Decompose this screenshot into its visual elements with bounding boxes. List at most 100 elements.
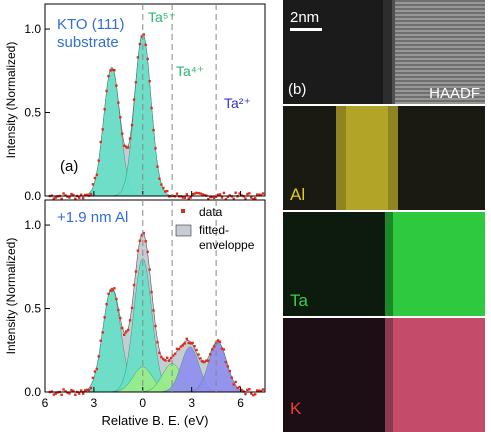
- map-ta: Ta: [283, 212, 485, 316]
- peak-marker-label: Ta⁵⁺: [148, 9, 176, 25]
- data-point: [70, 192, 73, 196]
- y-tick-label: 1.0: [24, 22, 41, 36]
- annotation-substrate: KTO (111): [57, 16, 125, 33]
- data-point: [64, 390, 67, 393]
- data-point: [203, 360, 206, 364]
- data-point: [119, 116, 122, 119]
- x-tick-label: 6: [42, 396, 49, 410]
- data-point: [250, 392, 253, 395]
- data-point: [166, 356, 169, 360]
- data-point: [152, 128, 155, 132]
- data-point: [138, 239, 142, 242]
- data-point: [257, 193, 261, 196]
- legend-label-envelope: fitted-: [199, 223, 229, 237]
- data-point: [195, 191, 198, 195]
- data-point: [121, 132, 124, 135]
- data-point: [166, 189, 169, 193]
- data-point: [60, 393, 63, 397]
- data-point: [93, 176, 97, 180]
- data-point: [175, 347, 179, 351]
- data-point: [113, 69, 116, 72]
- data-point: [183, 342, 187, 345]
- data-point: [199, 357, 202, 360]
- data-point: [164, 359, 167, 362]
- data-point: [187, 341, 190, 345]
- data-point: [216, 339, 220, 342]
- data-point: [136, 56, 140, 59]
- data-point: [218, 193, 222, 196]
- data-point: [130, 306, 134, 310]
- y-axis-label: Intensity (Normalized): [4, 42, 18, 159]
- data-point: [224, 198, 228, 201]
- y-axis-label: Intensity (Normalized): [4, 238, 18, 355]
- data-point: [72, 389, 75, 393]
- data-point: [119, 316, 122, 320]
- peak-marker-label: Ta⁴⁺: [176, 63, 204, 79]
- data-point: [193, 192, 196, 195]
- legend-marker-data: [181, 209, 185, 213]
- data-point: [220, 347, 224, 350]
- data-point: [54, 196, 57, 199]
- data-point: [232, 197, 235, 200]
- data-point: [234, 191, 237, 194]
- data-point: [179, 345, 183, 348]
- data-point: [64, 194, 67, 197]
- data-point: [115, 84, 118, 87]
- data-point: [226, 195, 230, 199]
- data-point: [185, 193, 188, 196]
- data-point: [191, 341, 194, 345]
- data-point: [228, 194, 231, 197]
- data-point: [107, 292, 110, 296]
- y-tick-label: 0.5: [24, 302, 41, 316]
- data-point: [197, 353, 200, 356]
- data-point: [259, 193, 263, 197]
- data-point: [171, 354, 175, 357]
- data-point: [70, 388, 73, 392]
- data-point: [259, 389, 263, 393]
- data-point: [252, 393, 255, 397]
- data-point: [138, 42, 142, 46]
- data-point: [79, 389, 83, 392]
- data-point: [111, 289, 114, 292]
- data-point: [103, 108, 106, 111]
- data-point: [115, 297, 118, 301]
- data-point: [254, 393, 257, 396]
- map-panel-label: (b): [288, 81, 306, 98]
- map-label-k: K: [290, 399, 302, 418]
- data-point: [250, 196, 253, 199]
- data-point: [97, 355, 100, 358]
- data-point: [78, 392, 81, 395]
- data-point: [158, 177, 161, 181]
- data-point: [123, 333, 126, 336]
- y-tick-label: 0.0: [24, 385, 41, 399]
- data-point: [78, 196, 81, 199]
- data-point: [158, 351, 161, 355]
- legend-label-envelope: enveloppe: [199, 238, 255, 252]
- data-point: [74, 197, 77, 201]
- data-point: [254, 197, 257, 200]
- data-point: [142, 231, 145, 235]
- data-point: [93, 370, 97, 373]
- data-point: [169, 356, 173, 360]
- data-point: [209, 353, 212, 356]
- data-point: [126, 328, 130, 332]
- data-point: [216, 193, 220, 196]
- data-point: [66, 195, 69, 198]
- xps-plot-al-coated: 0.0 0.5 1.0 6 3 0 3 6 Intensity (Normalized) +1.9…: [4, 199, 266, 428]
- data-point: [246, 192, 249, 196]
- map-k: K: [283, 318, 485, 432]
- data-point: [142, 33, 145, 36]
- y-tick-label: 0.0: [24, 189, 41, 203]
- data-point: [183, 196, 187, 199]
- data-point: [140, 234, 143, 237]
- data-point: [148, 268, 151, 271]
- annotation-substrate: substrate: [57, 34, 119, 51]
- annotation-al: +1.9 nm Al: [57, 209, 128, 226]
- data-point: [160, 183, 163, 186]
- data-point: [97, 159, 100, 162]
- data-point: [240, 388, 243, 392]
- data-point: [185, 337, 188, 341]
- data-point: [89, 192, 93, 196]
- plot-frame: [44, 3, 266, 197]
